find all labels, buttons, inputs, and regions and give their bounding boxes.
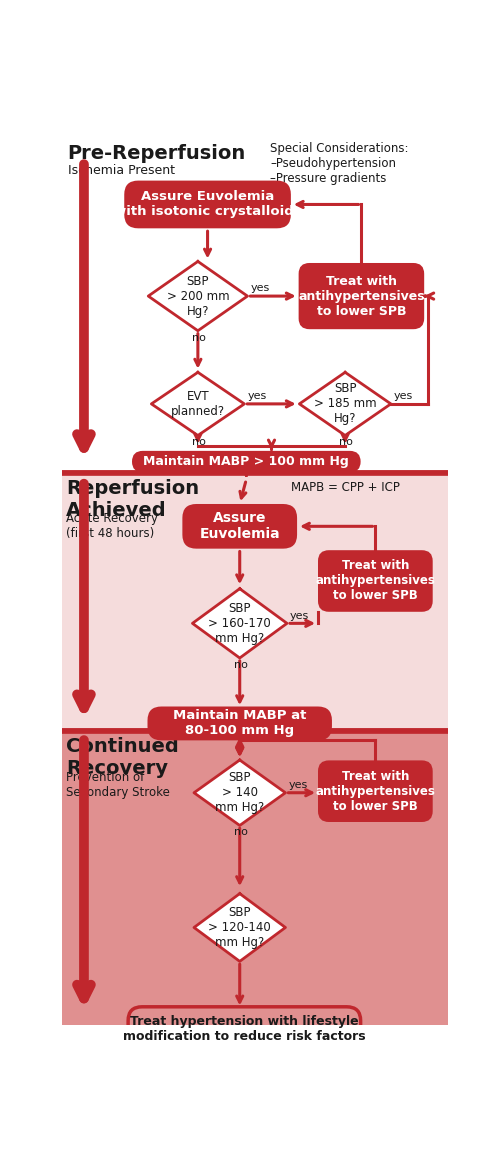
Text: MAPB = CPP + ICP: MAPB = CPP + ICP [291,480,400,494]
Bar [62,732,448,1025]
Bar [62,473,448,732]
Text: Assure Euvolemia
with isotonic crystalloids: Assure Euvolemia with isotonic crystallo… [114,190,301,219]
Text: Treat with
antihypertensives
to lower SPB: Treat with antihypertensives to lower SP… [315,770,435,812]
Text: Treat hypertension with lifestyle
modification to reduce risk factors: Treat hypertension with lifestyle modifi… [123,1015,366,1043]
Text: no: no [234,827,248,838]
Polygon shape [192,589,287,658]
Text: Pre-Reperfusion: Pre-Reperfusion [68,144,246,164]
Text: yes: yes [290,611,309,621]
Polygon shape [151,372,245,435]
Text: no: no [339,438,353,447]
Polygon shape [299,372,391,435]
Text: SBP
> 120-140
mm Hg?: SBP > 120-140 mm Hg? [208,905,271,949]
Text: SBP
> 140
mm Hg?: SBP > 140 mm Hg? [215,771,264,814]
Text: Maintain MABP > 100 mm Hg: Maintain MABP > 100 mm Hg [143,455,349,468]
Text: yes: yes [288,780,308,790]
Text: yes: yes [250,283,270,294]
Polygon shape [194,894,285,962]
FancyBboxPatch shape [147,706,332,741]
Text: Treat with
antihypertensives
to lower SPB: Treat with antihypertensives to lower SP… [315,560,435,602]
Bar [62,138,448,473]
FancyBboxPatch shape [128,1007,361,1052]
FancyBboxPatch shape [124,181,291,228]
Text: Special Considerations:
–Pseudohypertension
–Pressure gradients: Special Considerations: –Pseudohypertens… [270,142,408,185]
Text: yes: yes [248,392,267,401]
Text: no: no [234,660,248,670]
FancyBboxPatch shape [182,503,297,548]
Text: SBP
> 200 mm
Hg?: SBP > 200 mm Hg? [166,274,229,318]
Text: no: no [192,333,206,342]
Text: Reperfusion
Achieved: Reperfusion Achieved [66,479,199,521]
Text: Prevention of
Secondary Stroke: Prevention of Secondary Stroke [66,771,170,799]
Text: SBP
> 160-170
mm Hg?: SBP > 160-170 mm Hg? [208,601,271,645]
Text: Acute Recovery
(first 48 hours): Acute Recovery (first 48 hours) [66,511,158,539]
FancyBboxPatch shape [318,760,433,823]
Text: Treat with
antihypertensives
to lower SPB: Treat with antihypertensives to lower SP… [298,274,425,318]
Text: no: no [192,438,206,447]
FancyBboxPatch shape [132,450,361,472]
Text: Ischemia Present: Ischemia Present [68,164,175,176]
FancyBboxPatch shape [299,263,424,329]
Polygon shape [148,262,248,331]
Polygon shape [194,760,285,826]
Text: Continued
Recovery: Continued Recovery [66,737,179,779]
Text: Assure
Euvolemia: Assure Euvolemia [199,511,280,541]
Text: Maintain MABP at
80-100 mm Hg: Maintain MABP at 80-100 mm Hg [173,710,306,737]
FancyBboxPatch shape [318,551,433,612]
Text: yes: yes [394,392,413,401]
Text: SBP
> 185 mm
Hg?: SBP > 185 mm Hg? [314,382,376,425]
Text: EVT
planned?: EVT planned? [171,389,225,418]
